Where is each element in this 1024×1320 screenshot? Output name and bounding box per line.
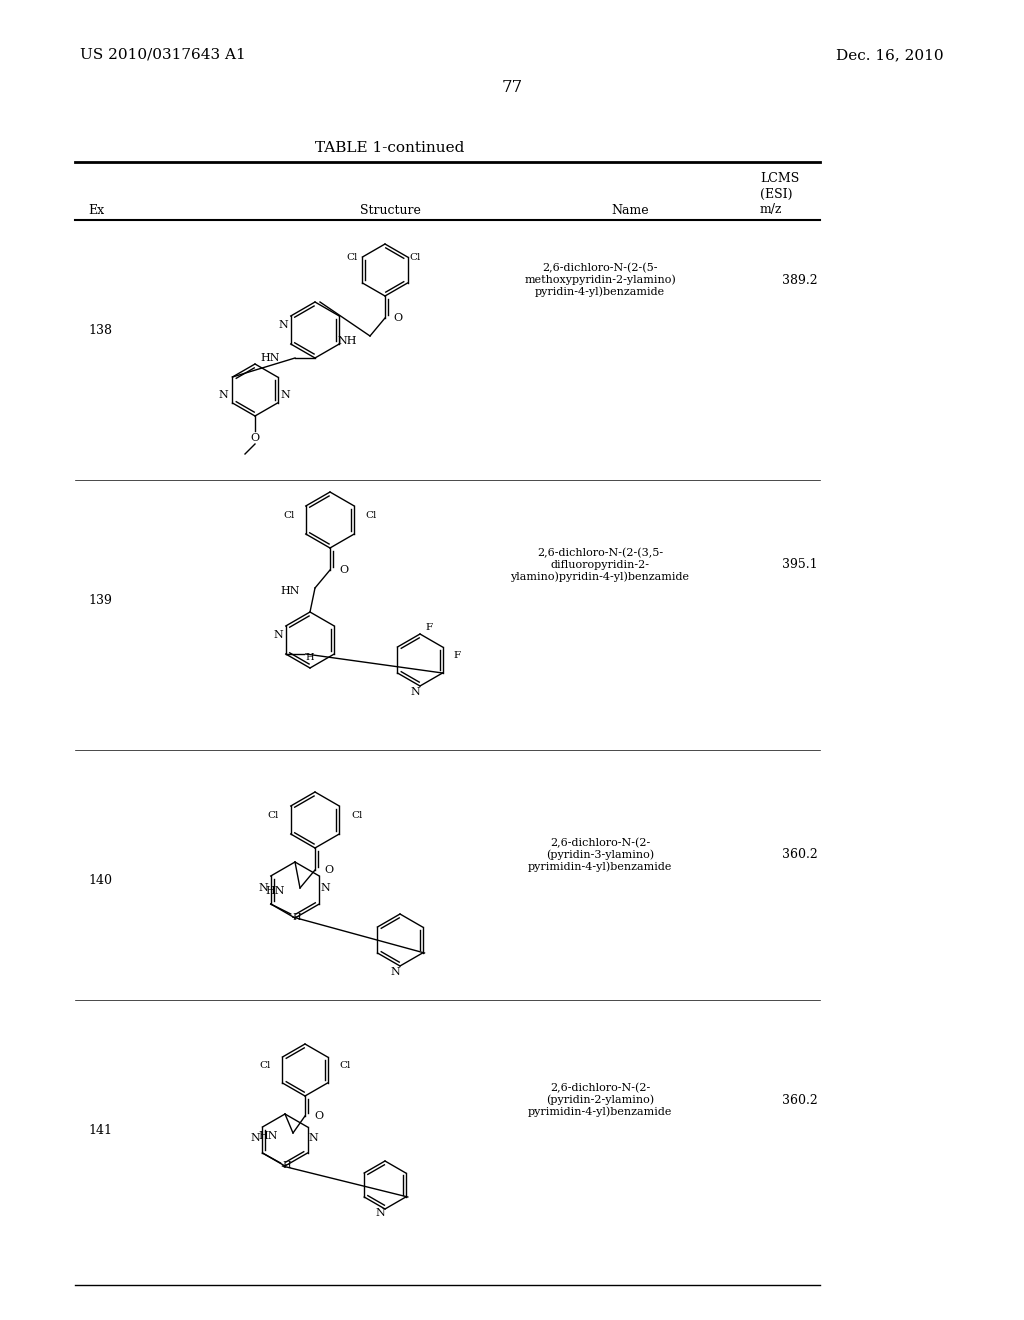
Text: Cl: Cl <box>346 252 357 261</box>
Text: 360.2: 360.2 <box>782 849 818 862</box>
Text: 141: 141 <box>88 1123 112 1137</box>
Text: HN: HN <box>260 352 280 363</box>
Text: Ex: Ex <box>88 203 104 216</box>
Text: Dec. 16, 2010: Dec. 16, 2010 <box>837 48 944 62</box>
Text: N: N <box>321 883 330 894</box>
Text: O: O <box>324 865 333 875</box>
Text: F: F <box>453 651 460 660</box>
Text: HN: HN <box>281 586 300 597</box>
Text: 139: 139 <box>88 594 112 606</box>
Text: N: N <box>281 389 290 400</box>
Text: H: H <box>293 912 301 921</box>
Text: N: N <box>411 686 420 697</box>
Text: Cl: Cl <box>339 1060 350 1069</box>
Text: 360.2: 360.2 <box>782 1093 818 1106</box>
Text: 389.2: 389.2 <box>782 273 817 286</box>
Text: Name: Name <box>611 203 649 216</box>
Text: O: O <box>393 313 402 323</box>
Text: H: H <box>306 652 314 661</box>
Text: N: N <box>250 1133 260 1143</box>
Text: 395.1: 395.1 <box>782 558 817 572</box>
Text: F: F <box>425 623 432 632</box>
Text: 2,6-dichloro-N-(2-
(pyridin-3-ylamino)
pyrimidin-4-yl)benzamide: 2,6-dichloro-N-(2- (pyridin-3-ylamino) p… <box>527 838 672 873</box>
Text: HN: HN <box>258 1131 278 1140</box>
Text: US 2010/0317643 A1: US 2010/0317643 A1 <box>80 48 246 62</box>
Text: Cl: Cl <box>260 1060 271 1069</box>
Text: N: N <box>273 630 283 640</box>
Text: Cl: Cl <box>351 810 362 820</box>
Text: 2,6-dichloro-N-(2-
(pyridin-2-ylamino)
pyrimidin-4-yl)benzamide: 2,6-dichloro-N-(2- (pyridin-2-ylamino) p… <box>527 1082 672 1118</box>
Text: (ESI): (ESI) <box>760 187 793 201</box>
Text: Cl: Cl <box>284 511 295 520</box>
Text: LCMS: LCMS <box>760 172 800 185</box>
Text: H: H <box>283 1162 291 1171</box>
Text: N: N <box>279 319 288 330</box>
Text: 77: 77 <box>502 79 522 96</box>
Text: Structure: Structure <box>359 203 421 216</box>
Text: NH: NH <box>338 337 357 346</box>
Text: N: N <box>218 389 228 400</box>
Text: TABLE 1-continued: TABLE 1-continued <box>315 141 465 154</box>
Text: m/z: m/z <box>760 203 782 216</box>
Text: Cl: Cl <box>365 511 377 520</box>
Text: 2,6-dichloro-N-(2-(3,5-
difluoropyridin-2-
ylamino)pyridin-4-yl)benzamide: 2,6-dichloro-N-(2-(3,5- difluoropyridin-… <box>511 548 689 582</box>
Text: O: O <box>314 1111 324 1121</box>
Text: Cl: Cl <box>410 252 421 261</box>
Text: 138: 138 <box>88 323 112 337</box>
Text: 2,6-dichloro-N-(2-(5-
methoxypyridin-2-ylamino)
pyridin-4-yl)benzamide: 2,6-dichloro-N-(2-(5- methoxypyridin-2-y… <box>524 263 676 297</box>
Text: O: O <box>339 565 348 576</box>
Text: N: N <box>390 968 400 977</box>
Text: HN: HN <box>265 886 285 896</box>
Text: Cl: Cl <box>267 810 279 820</box>
Text: 140: 140 <box>88 874 112 887</box>
Text: N: N <box>258 883 268 894</box>
Text: O: O <box>251 433 259 444</box>
Text: N: N <box>308 1133 317 1143</box>
Text: N: N <box>375 1208 385 1218</box>
